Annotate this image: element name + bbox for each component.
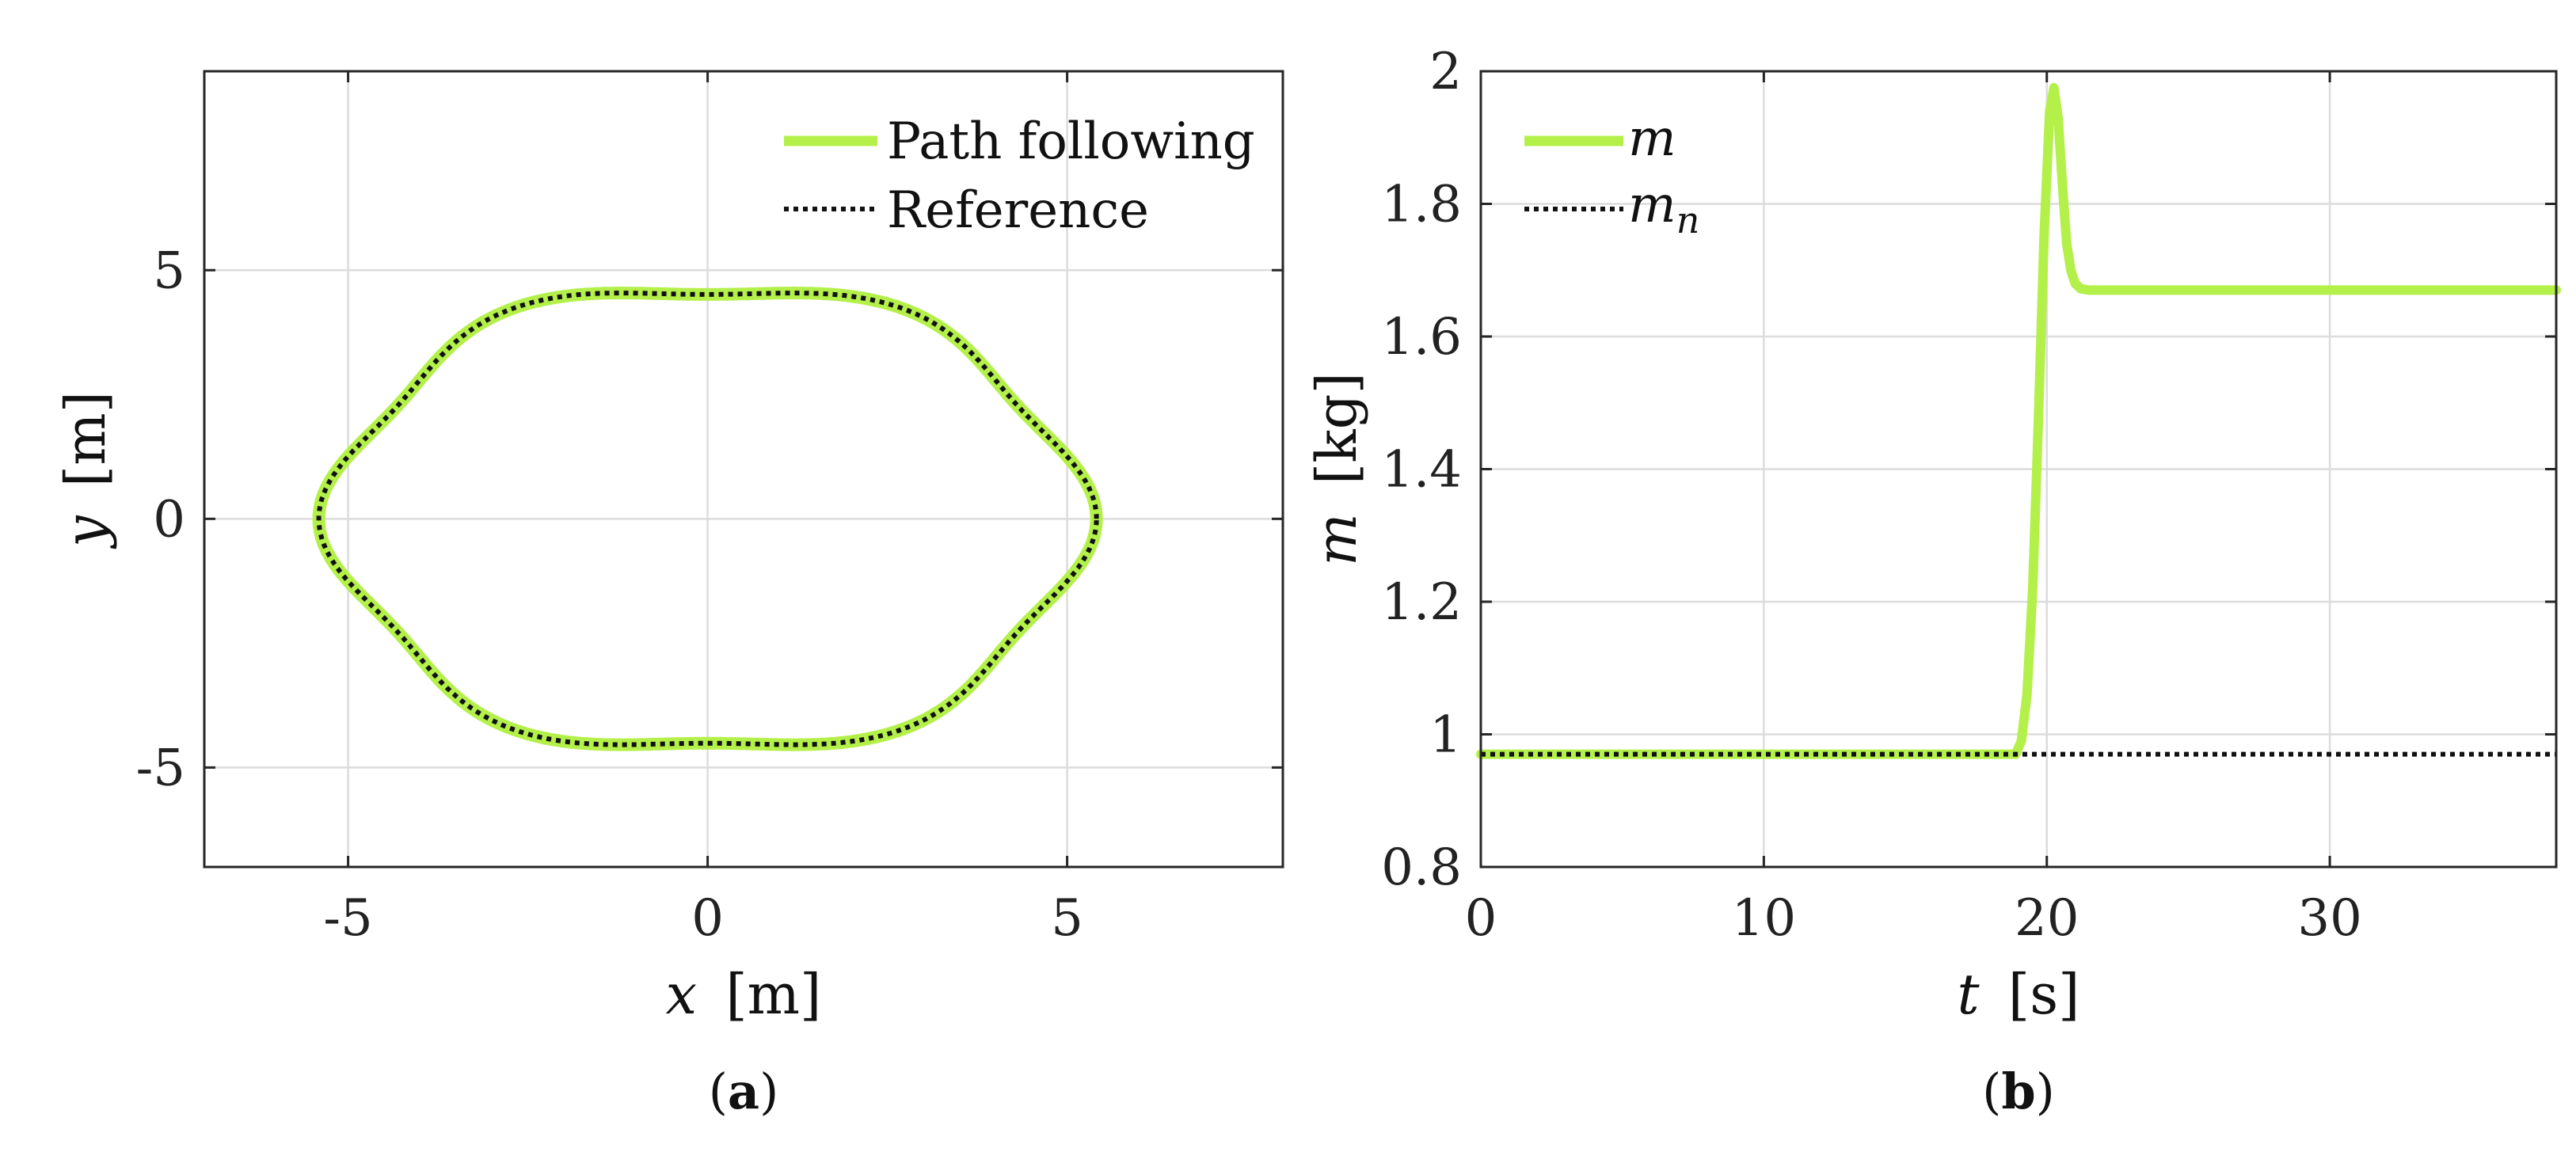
- panel-a-legend: Path following Reference: [784, 112, 1255, 240]
- panel-a-xtick-label-2: 5: [1051, 889, 1083, 948]
- legend-label-m: m: [1628, 109, 1676, 168]
- panel-a-curves: [312, 287, 1103, 751]
- panel-b-caption-close: ): [2036, 1063, 2055, 1120]
- legend-label-reference: Reference: [887, 181, 1149, 240]
- legend-label-path-following: Path following: [887, 112, 1255, 171]
- panel-b-ytick-label-4: 1.6: [1381, 308, 1462, 367]
- panel-a-xlabel: x [m]: [666, 962, 822, 1027]
- panel-a-xtick-label-0: -5: [323, 889, 372, 948]
- legend-label-m-n-main: m: [1628, 176, 1676, 234]
- legend-label-m-n: mn: [1628, 176, 1699, 241]
- panel-a-caption-close: ): [759, 1063, 778, 1120]
- panel-a-ytick-label-2: 5: [153, 241, 185, 300]
- panel-b-xtick-label-2: 20: [2015, 889, 2079, 948]
- panel-b-xtick-label-1: 10: [1732, 889, 1796, 948]
- panel-a-ytick-label-1: 0: [153, 490, 185, 549]
- panel-b-ytick-label-3: 1.4: [1381, 441, 1462, 500]
- panel-a-ylabel-unit: [m]: [53, 391, 118, 487]
- panel-b-xtick-label-0: 0: [1465, 889, 1497, 948]
- panel-b-curves: [1476, 82, 2561, 759]
- panel-a-ylabel-var: y: [53, 515, 118, 549]
- panel-b-xtick-label-3: 30: [2297, 889, 2361, 948]
- legend-label-m-main: m: [1628, 109, 1676, 168]
- panel-a-xlabel-unit: [m]: [725, 962, 821, 1027]
- panel-b-ytick-label-0: 0.8: [1381, 838, 1462, 897]
- panel-a-caption: (a): [709, 1063, 779, 1120]
- panel-a-frame: [203, 70, 1284, 869]
- panel-b-caption-letter: b: [2001, 1063, 2035, 1120]
- series-reference: [316, 290, 1099, 747]
- panel-a-xtick-label-1: 0: [691, 889, 724, 948]
- panel-a-ticks: -5 0 5 -5 0 5: [136, 71, 1283, 948]
- panel-a-anchor: [0, 0, 1, 1]
- panel-b-ytick-label-5: 1.8: [1381, 176, 1462, 234]
- panel-b-legend: m mn: [1524, 109, 1699, 241]
- panel-a-grid: [204, 71, 1283, 867]
- panel-b-xlabel: t [s]: [1958, 962, 2080, 1027]
- chart-panel-b: 0 10 20 30 0.8 1 1.2 1.4 1.6 1.8 2 t [s] m [kg] m …: [1304, 43, 2561, 1120]
- panel-a-ylabel: y [m]: [53, 391, 118, 549]
- panel-b-xlabel-unit: [s]: [2008, 962, 2080, 1027]
- panel-b-xlabel-var: t: [1958, 962, 1981, 1027]
- panel-b-caption: (b): [1982, 1063, 2055, 1120]
- panel-b-ticks: 0 10 20 30 0.8 1 1.2 1.4 1.6 1.8 2: [1381, 43, 2556, 948]
- panel-b-ylabel-var: m: [1304, 513, 1369, 565]
- panel-a-ytick-label-0: -5: [136, 739, 185, 797]
- panel-b-ytick-label-6: 2: [1429, 43, 1462, 101]
- panel-a-xlabel-var: x: [666, 962, 697, 1027]
- panel-b-ytick-label-2: 1.2: [1381, 573, 1462, 632]
- panel-b-ytick-label-1: 1: [1429, 706, 1462, 765]
- chart-panel-a: -5 0 5 -5 0 5 x [m] y [m] Path following Refe…: [0, 0, 1284, 1120]
- panel-a-caption-letter: a: [728, 1063, 759, 1120]
- panel-b-ylabel-unit: [kg]: [1304, 372, 1369, 485]
- panel-b-ylabel: m [kg]: [1304, 372, 1369, 566]
- series-m: [1476, 82, 2561, 759]
- legend-label-m-n-sub: n: [1676, 199, 1700, 241]
- panel-a-caption-open: (: [709, 1063, 728, 1120]
- panel-b-caption-open: (: [1982, 1063, 2001, 1120]
